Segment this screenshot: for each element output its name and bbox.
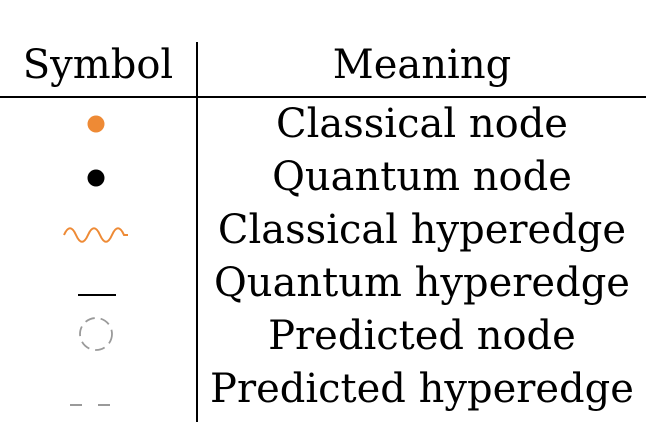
column-divider [196, 42, 198, 422]
meaning-cell: Classical hyperedge [217, 207, 627, 253]
gray-dashed-circle-icon [79, 317, 113, 351]
header-meaning: Meaning [332, 42, 512, 88]
table-row: Predicted node [0, 310, 646, 363]
symbol-cell [0, 310, 196, 363]
symbol-cell [0, 151, 196, 204]
header-symbol: Symbol [22, 42, 174, 88]
table-row: Classical node [0, 98, 646, 151]
symbol-cell [0, 98, 196, 151]
symbol-cell [0, 204, 196, 257]
meaning-cell: Quantum node [272, 154, 572, 200]
table-row: Classical hyperedge [0, 204, 646, 257]
symbol-cell [0, 257, 196, 310]
meaning-cell: Predicted node [268, 313, 576, 359]
black-filled-dot-icon [87, 169, 105, 187]
orange-wavy-line-icon [63, 227, 128, 243]
meaning-cell: Predicted hyperedge [210, 366, 634, 412]
symbol-cell [0, 363, 196, 416]
table-row: Quantum hyperedge [0, 257, 646, 310]
meaning-cell: Quantum hyperedge [214, 260, 630, 306]
table-row: Quantum node [0, 151, 646, 204]
gray-dashed-line-icon [70, 404, 116, 406]
meaning-cell: Classical node [276, 101, 568, 147]
header-rule [0, 96, 646, 98]
orange-filled-dot-icon [87, 115, 105, 133]
black-solid-line-icon [78, 294, 116, 296]
table-row: Predicted hyperedge [0, 363, 646, 416]
